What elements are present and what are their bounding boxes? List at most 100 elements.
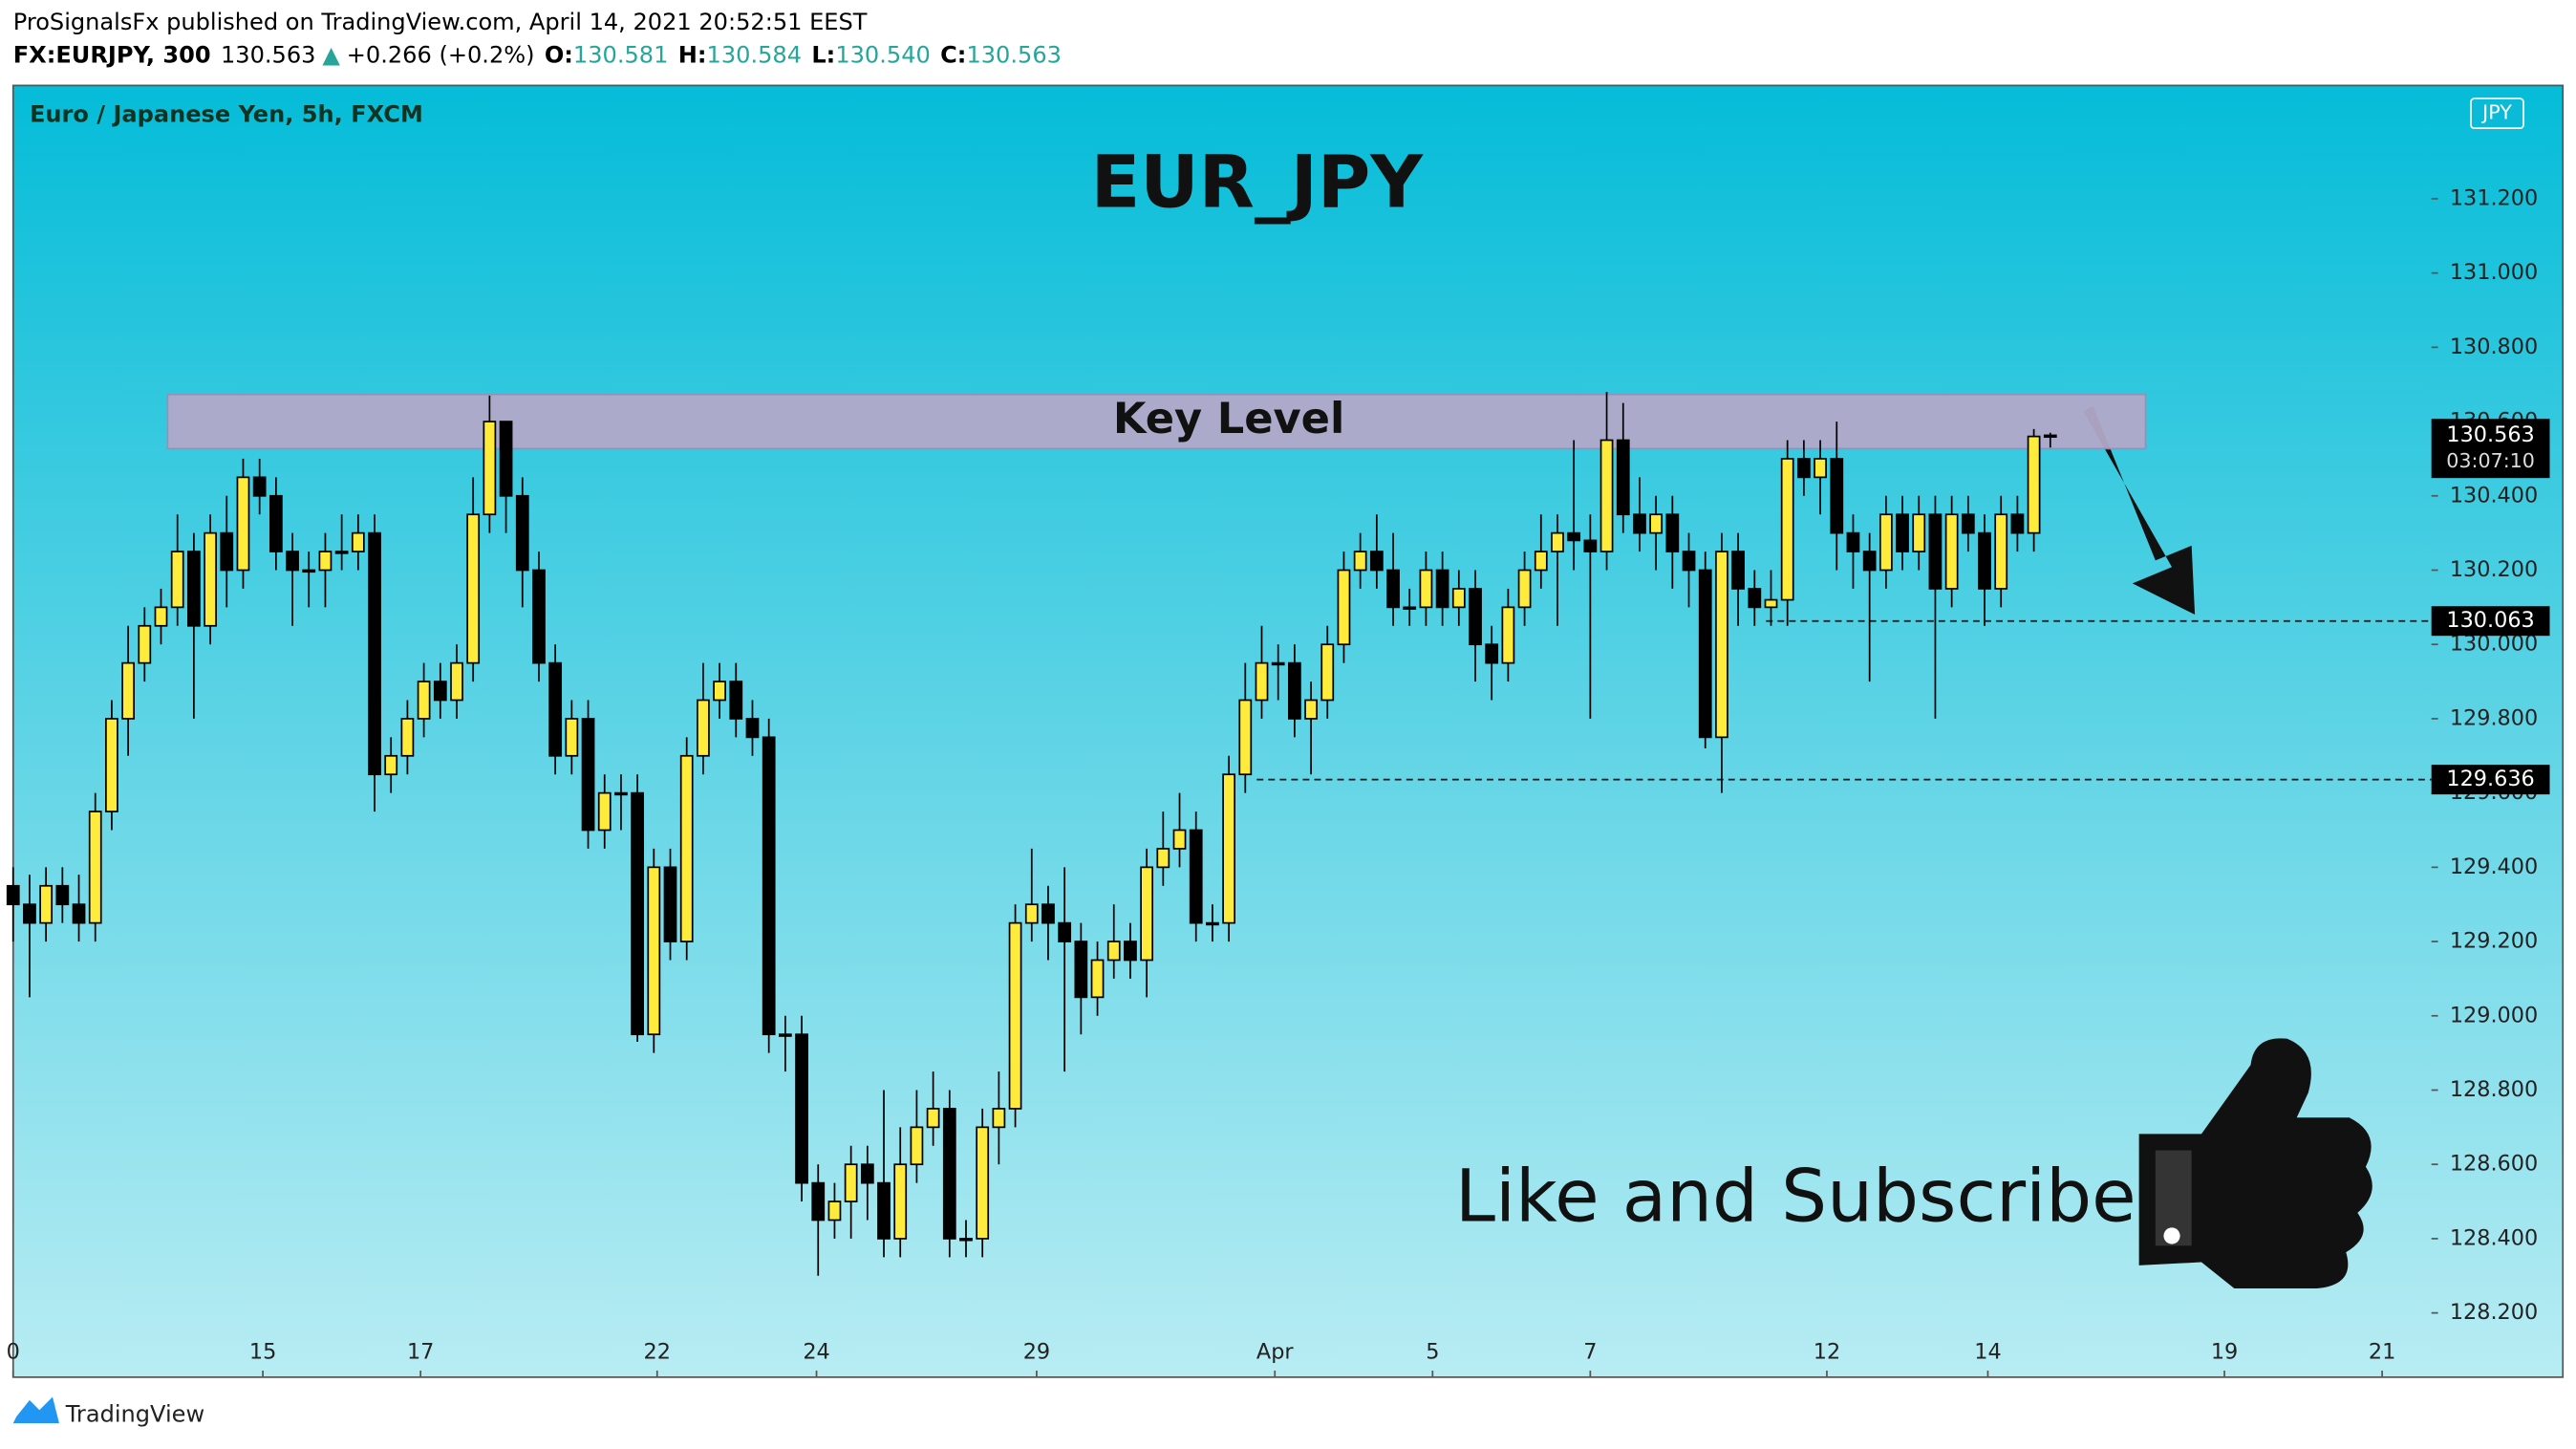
candle-body — [1534, 551, 1548, 572]
candle-body — [762, 736, 776, 1036]
candle-body — [1106, 941, 1121, 962]
x-tick-label: 5 — [1426, 1340, 1439, 1365]
y-tick-label: 129.400 — [2450, 854, 2538, 879]
candle-body — [1469, 588, 1482, 646]
candle-body — [581, 718, 595, 832]
candle-body — [1337, 569, 1351, 646]
candle-body — [713, 681, 726, 702]
ohlc-value: 130.563 — [966, 41, 1062, 68]
chart-pane — [11, 84, 2565, 1378]
candle-body — [1517, 569, 1532, 609]
level-tag-label: 129.636 — [2446, 767, 2534, 791]
candle-body — [2043, 434, 2057, 439]
y-tick-label: 130.400 — [2450, 483, 2538, 508]
candle-body — [1024, 903, 1039, 924]
candle-body — [1698, 569, 1712, 739]
candle-body — [2027, 435, 2041, 534]
thumb-dot — [2163, 1227, 2180, 1244]
candle-body — [663, 866, 677, 942]
candle-body — [844, 1163, 858, 1202]
candle-body — [992, 1108, 1006, 1129]
candle-body — [1419, 569, 1433, 609]
candle-body — [827, 1200, 842, 1222]
candle-body — [1616, 439, 1630, 516]
x-tick-label: 0 — [7, 1340, 20, 1365]
subscribe-text: Like and Subscribe — [1455, 1154, 2136, 1238]
tv-logo — [12, 1396, 59, 1423]
candle-body — [1074, 941, 1088, 999]
candle-body — [1451, 588, 1466, 609]
x-tick-label: 12 — [1814, 1340, 1840, 1365]
candle-body — [1649, 513, 1664, 534]
arrow — [2083, 405, 2196, 616]
candle-body — [1288, 661, 1301, 720]
ohlc-value: 130.540 — [835, 41, 931, 68]
x-tick-label: 19 — [2211, 1340, 2238, 1365]
candle-body — [55, 884, 70, 906]
candle-body — [2010, 513, 2025, 534]
x-tick-label: 17 — [407, 1340, 434, 1365]
candle-body — [483, 421, 497, 516]
y-tick-label: 130.200 — [2450, 557, 2538, 582]
candle-body — [252, 476, 267, 497]
candle-body — [154, 606, 168, 627]
last-price-tag — [2431, 419, 2550, 479]
x-tick-label: 24 — [803, 1340, 829, 1365]
candle-body — [1304, 699, 1318, 720]
candle-body — [204, 531, 217, 627]
symbol-line: FX:EURJPY, 300 130.563 ▲ +0.266 (+0.2%) O:13… — [13, 41, 1062, 68]
arrow: ▲ — [322, 41, 340, 68]
candle-body — [1567, 531, 1581, 542]
candle-body — [268, 494, 283, 552]
candle-body — [1896, 513, 1909, 552]
candle-body — [450, 661, 463, 702]
candle-body — [1764, 598, 1778, 609]
candle-body — [1599, 439, 1614, 552]
candle-body — [499, 421, 513, 497]
candle-body — [39, 884, 54, 924]
candle-body — [1058, 921, 1072, 942]
candle-body — [697, 699, 710, 757]
candle-body — [877, 1181, 891, 1240]
candle-body — [384, 754, 398, 776]
y-tick-label: 128.400 — [2450, 1225, 2538, 1250]
candle-body — [1320, 643, 1335, 702]
candle-body — [1731, 551, 1745, 590]
y-tick-label: 130.800 — [2450, 335, 2538, 359]
candle-body — [893, 1163, 908, 1240]
candle-body — [1485, 643, 1499, 664]
candle-body — [187, 551, 201, 627]
candle-body — [1583, 539, 1598, 552]
ohlc-label: L: — [811, 41, 835, 68]
candle-body — [1682, 551, 1696, 572]
ohlc-label: H: — [678, 41, 707, 68]
candle-body — [926, 1108, 940, 1129]
candle-body — [1403, 606, 1417, 610]
currency-box — [2470, 97, 2524, 129]
candle-body — [811, 1181, 826, 1222]
candle-body — [1156, 848, 1170, 869]
publish-line: ProSignalsFx published on TradingView.co… — [13, 9, 868, 35]
candle-body — [1862, 551, 1877, 572]
candle-body — [1994, 513, 2008, 590]
thumb-icon — [2138, 1038, 2372, 1289]
x-tick-label: 14 — [1974, 1340, 2001, 1365]
ohlc-value: 130.581 — [573, 41, 669, 68]
candle-body — [1386, 569, 1400, 609]
level-tag-label: 130.063 — [2446, 608, 2534, 633]
candle-body — [1814, 458, 1827, 479]
candle-body — [532, 569, 546, 664]
candle-body — [679, 754, 694, 942]
candle-body — [1435, 569, 1449, 609]
y-tick-label: 129.200 — [2450, 929, 2538, 954]
y-tick-label: 128.800 — [2450, 1077, 2538, 1102]
candle-body — [1715, 551, 1728, 739]
candle-body — [351, 531, 365, 552]
candle-body — [729, 681, 743, 720]
candle-body — [1912, 513, 1926, 552]
candle-body — [631, 791, 645, 1036]
x-tick-label: 22 — [644, 1340, 671, 1365]
candle-body — [138, 624, 152, 664]
candle-body — [597, 791, 612, 832]
candle-body — [1551, 531, 1564, 552]
